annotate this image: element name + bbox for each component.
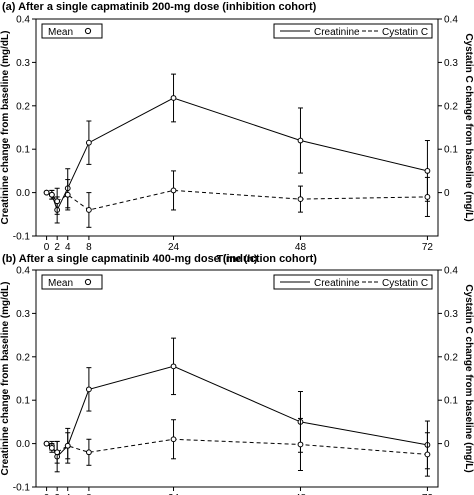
y-axis-title: Creatinine change from baseline (mg/dL) (0, 31, 11, 225)
y-tick-label: 0.1 (16, 145, 30, 156)
y-tick-label: 0.2 (16, 101, 30, 112)
y2-tick-label: 0.2 (444, 352, 458, 363)
series-line-cystatin-c (46, 189, 428, 211)
legend-mean-marker (84, 27, 92, 35)
y-tick-label: 0.3 (16, 58, 30, 69)
y2-tick-label: 0.2 (444, 101, 458, 112)
data-point (64, 442, 71, 449)
y2-tick-label: 0 (444, 188, 450, 199)
legend-mean-label: Mean (48, 27, 73, 38)
legend-mean-box (41, 274, 103, 290)
data-point (85, 386, 92, 393)
y2-axis-title: Cystatin C change from baseline (mg/L) (463, 33, 474, 221)
y2-tick-label: 0.3 (444, 58, 458, 69)
data-point (424, 194, 431, 200)
x-tick-label: 24 (168, 242, 180, 253)
y-tick-label: -0.1 (13, 483, 31, 494)
y-tick-label: 0.0 (16, 188, 30, 199)
x-tick-label: 0 (44, 242, 50, 253)
data-point (424, 451, 431, 458)
x-tick-label: 24 (168, 493, 180, 495)
data-point (297, 196, 304, 203)
panel-b-title: (b) After a single capmatinib 400-mg dos… (2, 253, 317, 265)
data-point (64, 191, 71, 198)
x-tick-label: 4 (65, 242, 71, 253)
data-point (48, 191, 55, 198)
data-point (54, 198, 61, 205)
data-point (297, 137, 304, 144)
x-tick-label: 2 (54, 242, 60, 253)
series-line-creatinine (46, 365, 428, 458)
panel-a-title: (a) After a single capmatinib 200-mg dos… (2, 1, 317, 13)
data-point (85, 139, 92, 146)
y-axis-title: Creatinine change from baseline (mg/dL) (0, 282, 11, 476)
x-axis-title: Time (h) (217, 253, 258, 265)
y2-tick-label: 0.1 (444, 396, 458, 407)
data-point (48, 445, 55, 451)
plot-frame (35, 269, 439, 488)
x-tick-label: 4 (65, 493, 71, 495)
data-point (85, 207, 92, 213)
series-line-creatinine (46, 97, 428, 212)
x-tick-label: 48 (295, 242, 307, 253)
chart-panel-0: -0.10.00.10.20.30.400.10.20.30.40 2 4 8 24 48… (0, 15, 474, 266)
data-point (170, 187, 177, 194)
legend-mean-box (41, 23, 103, 39)
y-tick-label: 0.2 (16, 352, 30, 363)
data-point (43, 189, 50, 196)
legend-series-box (273, 23, 433, 39)
y-tick-label: 0.4 (16, 15, 30, 26)
x-tick-label: 72 (422, 242, 434, 253)
x-tick-label: 2 (54, 493, 60, 495)
data-point (43, 440, 50, 447)
plot-frame (35, 18, 439, 237)
y2-tick-label: 0.4 (444, 15, 458, 26)
legend-mean-label: Mean (48, 278, 73, 289)
chart-panel-1: -0.10.00.10.20.30.400.10.20.30.402482448… (0, 266, 474, 495)
legend-cystatin-label: Cystatin C (382, 27, 428, 38)
legend-mean-marker (84, 278, 92, 286)
y2-tick-label: 0 (444, 439, 450, 450)
y-tick-label: 0.4 (16, 266, 30, 277)
x-tick-label: 8 (86, 493, 92, 495)
legend-cystatin-label: Cystatin C (382, 278, 428, 289)
data-point (170, 363, 177, 370)
data-point (85, 449, 92, 456)
data-point (54, 449, 61, 456)
legend-creatinine-label: Creatinine (314, 278, 360, 289)
data-point (170, 95, 177, 101)
y-tick-label: 0.3 (16, 309, 30, 320)
y-tick-label: 0.0 (16, 439, 30, 450)
data-point (424, 168, 431, 174)
x-tick-label: 48 (295, 493, 307, 495)
x-tick-label: 0 (44, 493, 50, 495)
data-point (170, 436, 177, 443)
y2-axis-title: Cystatin C change from baseline (mg/L) (463, 284, 474, 472)
x-tick-label: 8 (86, 242, 92, 253)
y-tick-label: 0.1 (16, 396, 30, 407)
data-point (297, 441, 304, 448)
series-line-cystatin-c (46, 438, 428, 455)
y2-tick-label: 0.1 (444, 145, 458, 156)
y-tick-label: -0.1 (13, 232, 31, 243)
legend-series-box (273, 274, 433, 290)
y2-tick-label: 0.3 (444, 309, 458, 320)
x-tick-label: 72 (422, 493, 434, 495)
y2-tick-label: 0.4 (444, 266, 458, 277)
legend-creatinine-label: Creatinine (314, 27, 360, 38)
